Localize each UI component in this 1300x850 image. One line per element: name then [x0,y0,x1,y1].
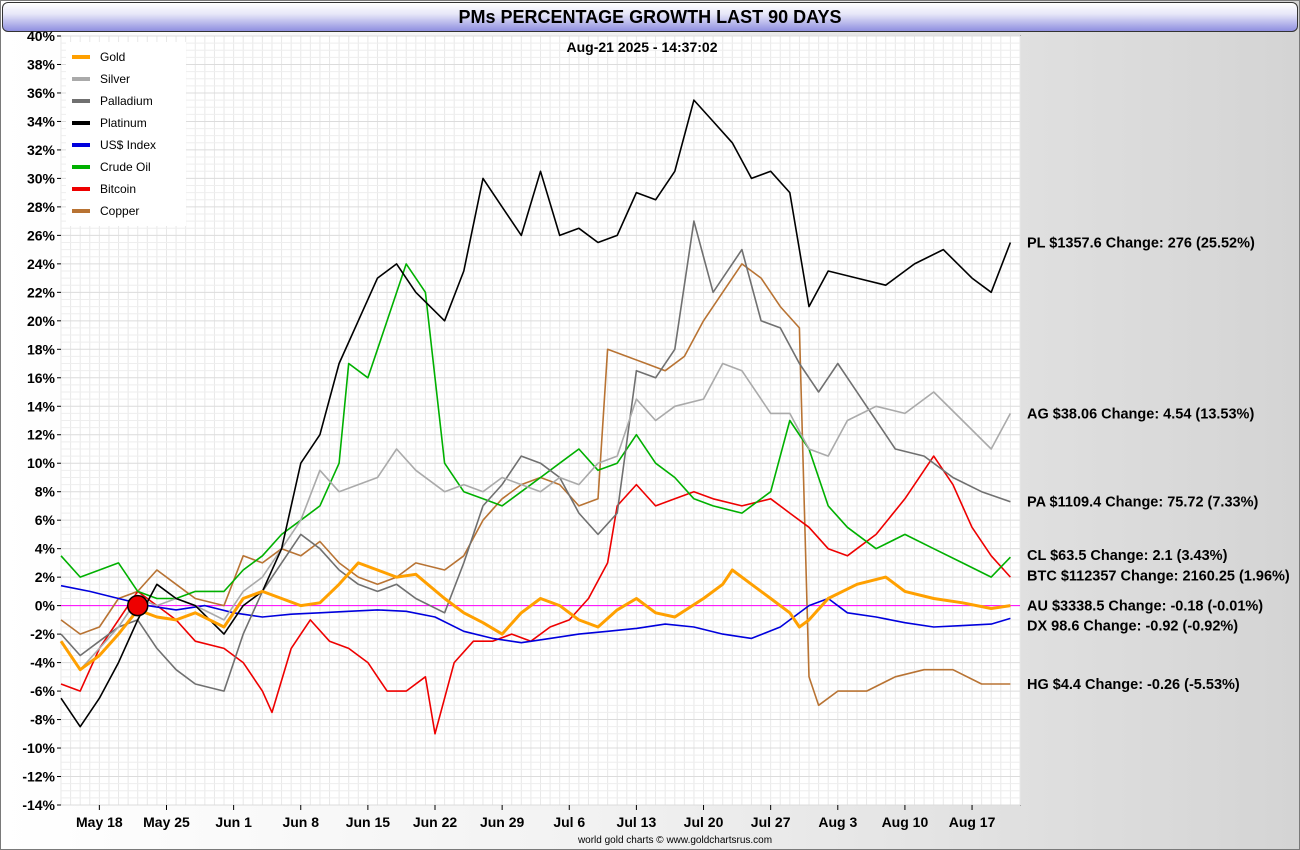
y-axis-ticks: 40% 38% 36% 34% 32% 30% 28% 26% 24% 22% 20% 18% 16% 1… [22,28,61,813]
x-tick-label: Aug 3 [818,814,857,830]
series-line-us-index [60,584,1011,644]
series-value-labels: AU $3338.5 Change: -0.18 (-0.01%) AG $38.… [1027,235,1290,692]
legend-label: Bitcoin [100,182,136,196]
series-value-label: HG $4.4 Change: -0.26 (-5.53%) [1027,677,1240,693]
chart-timestamp: Aug-21 2025 - 14:37:02 [567,39,718,55]
y-tick-label: 40% [27,28,56,44]
series-line-crude-oil [60,263,1011,600]
x-tick-label: Jun 15 [346,814,391,830]
series-value-label: PA $1109.4 Change: 75.72 (7.33%) [1027,495,1258,511]
chart-title: PMs PERCENTAGE GROWTH LAST 90 DAYS [2,2,1298,32]
y-tick-label: 6% [35,512,56,528]
y-tick-label: -12% [22,769,55,785]
y-tick-label: 20% [27,313,56,329]
x-tick-label: Aug 17 [949,814,996,830]
legend-label: Palladium [100,94,153,108]
series-value-label: BTC $112357 Change: 2160.25 (1.96%) [1027,569,1290,585]
y-tick-label: 12% [27,427,56,443]
y-tick-label: 14% [27,398,56,414]
y-tick-label: 24% [27,256,56,272]
series-value-label: PL $1357.6 Change: 276 (25.52%) [1027,235,1255,251]
y-tick-label: 18% [27,341,56,357]
series-line-palladium [60,220,1011,692]
series-line-bitcoin [60,455,1011,735]
x-tick-label: Aug 10 [882,814,929,830]
series-lines [59,99,1012,735]
legend-label: Gold [100,50,125,64]
legend-box [66,42,186,226]
legend-label: US$ Index [100,138,156,152]
y-tick-label: -8% [30,712,55,728]
y-tick-label: 32% [27,142,56,158]
legend-label: Platinum [100,116,147,130]
y-tick-label: -6% [30,683,55,699]
series-line-gold [59,561,1011,672]
y-tick-label: -4% [30,655,55,671]
y-tick-label: 2% [35,569,56,585]
x-tick-label: Jun 29 [480,814,525,830]
legend-label: Crude Oil [100,160,151,174]
legend-label: Silver [100,72,130,86]
y-tick-label: 30% [27,170,56,186]
x-tick-label: Jun 8 [282,814,319,830]
x-tick-label: May 18 [76,814,123,830]
y-tick-label: -14% [22,797,55,813]
y-tick-label: 34% [27,113,56,129]
y-tick-label: 16% [27,370,56,386]
start-marker [126,594,149,617]
y-tick-label: 8% [35,484,56,500]
y-tick-label: 28% [27,199,56,215]
y-tick-label: 22% [27,284,56,300]
legend: Gold Silver Palladium Platinum US$ Index Crud… [66,42,186,226]
x-tick-label: May 25 [143,814,190,830]
y-tick-label: 4% [35,541,56,557]
x-tick-label: Jul 27 [751,814,791,830]
y-tick-label: 10% [27,455,56,471]
series-line-platinum [60,99,1012,728]
x-tick-label: Jun 22 [413,814,458,830]
x-tick-label: Jul 6 [553,814,585,830]
y-tick-label: 0% [35,598,56,614]
series-value-label: CL $63.5 Change: 2.1 (3.43%) [1027,548,1228,564]
series-line-copper [60,263,1011,707]
x-tick-label: Jul 20 [684,814,724,830]
y-tick-label: -10% [22,740,55,756]
x-tick-label: Jun 1 [215,814,252,830]
series-value-label: AG $38.06 Change: 4.54 (13.53%) [1027,406,1254,422]
y-tick-label: -2% [30,626,55,642]
x-tick-label: Jul 13 [617,814,657,830]
y-tick-label: 38% [27,56,56,72]
series-value-label: DX 98.6 Change: -0.92 (-0.92%) [1027,618,1238,634]
y-tick-label: 36% [27,85,56,101]
chart-footer: world gold charts © www.goldchartsrus.co… [577,835,772,846]
series-line-silver [60,362,1012,671]
y-tick-label: 26% [27,227,56,243]
x-axis-ticks: May 18 May 25 Jun 1 Jun 8 Jun 15 Jun 22 Jun 29… [76,805,996,830]
series-value-label: AU $3338.5 Change: -0.18 (-0.01%) [1027,599,1263,615]
legend-label: Copper [100,204,139,218]
